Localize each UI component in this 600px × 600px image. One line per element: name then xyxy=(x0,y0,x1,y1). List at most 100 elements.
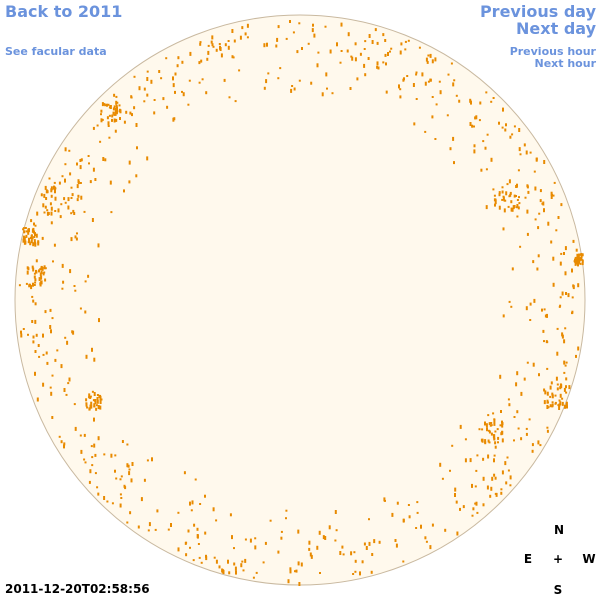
facula xyxy=(65,393,68,396)
facula xyxy=(38,277,41,282)
facula xyxy=(518,147,521,152)
facula xyxy=(426,60,429,64)
facula xyxy=(58,435,61,438)
compass-south: S xyxy=(553,583,563,597)
next-day-link[interactable]: Next day xyxy=(516,19,596,38)
facula xyxy=(44,310,47,314)
facula xyxy=(370,570,373,574)
facula xyxy=(486,427,488,432)
facula xyxy=(581,253,584,257)
facula xyxy=(252,576,255,579)
facula xyxy=(49,325,52,329)
facula xyxy=(384,53,387,57)
facula xyxy=(249,538,252,543)
facula xyxy=(233,562,236,566)
facula xyxy=(494,430,497,433)
facula xyxy=(516,215,519,218)
facula xyxy=(500,488,503,491)
facula xyxy=(551,401,554,404)
facula xyxy=(49,202,52,206)
facula xyxy=(486,133,489,136)
facula xyxy=(563,387,566,392)
facula xyxy=(352,573,355,575)
facula xyxy=(513,125,516,128)
previous-day-link[interactable]: Previous day xyxy=(479,2,596,21)
facula xyxy=(475,469,478,472)
facula xyxy=(146,77,149,81)
facula xyxy=(63,197,66,201)
facula xyxy=(289,20,291,23)
facula xyxy=(485,205,488,210)
facula xyxy=(199,503,202,505)
facula xyxy=(311,28,314,33)
facula xyxy=(42,333,44,338)
facula xyxy=(70,186,73,189)
facula xyxy=(83,433,86,437)
facula xyxy=(88,393,91,398)
facula xyxy=(500,491,503,495)
facula xyxy=(84,310,87,314)
facula xyxy=(371,40,374,44)
facula xyxy=(50,194,53,198)
facula xyxy=(73,403,76,406)
facula xyxy=(513,439,515,442)
facula xyxy=(496,428,499,431)
back-link[interactable]: Back to 2011 xyxy=(5,2,123,21)
facula xyxy=(67,382,70,385)
facula xyxy=(525,432,528,436)
facula xyxy=(475,115,478,120)
facula xyxy=(498,191,501,195)
facula xyxy=(578,253,581,256)
facula xyxy=(580,253,583,258)
facula xyxy=(285,509,288,512)
facula xyxy=(367,57,370,60)
facula xyxy=(146,156,149,161)
facula xyxy=(335,529,338,532)
facula xyxy=(526,232,529,236)
facula xyxy=(93,417,95,422)
facula xyxy=(63,442,66,446)
facula xyxy=(559,386,562,390)
facula xyxy=(481,428,484,431)
facula xyxy=(211,43,214,47)
facula xyxy=(33,239,36,244)
facula xyxy=(363,48,366,50)
facula xyxy=(199,42,202,46)
facula xyxy=(556,387,559,391)
next-hour-link[interactable]: Next hour xyxy=(534,57,597,70)
facular-data-link[interactable]: See facular data xyxy=(5,45,107,58)
facula xyxy=(62,280,65,284)
facula xyxy=(492,188,495,191)
facula xyxy=(146,93,149,97)
facula xyxy=(492,412,495,415)
facula xyxy=(505,481,508,485)
facula xyxy=(172,76,174,81)
facula xyxy=(485,168,488,171)
facula xyxy=(547,401,549,404)
facula xyxy=(32,267,35,272)
facula xyxy=(555,376,558,381)
faculae xyxy=(18,20,584,586)
facula xyxy=(559,393,562,398)
facula xyxy=(385,62,387,66)
facula xyxy=(444,528,447,532)
facula xyxy=(354,42,357,46)
previous-hour-link[interactable]: Previous hour xyxy=(509,45,596,58)
facula xyxy=(215,559,218,564)
facula xyxy=(140,497,143,502)
facula xyxy=(241,560,244,563)
facula xyxy=(110,211,113,214)
facula xyxy=(265,79,268,84)
facula xyxy=(493,437,496,441)
facula xyxy=(75,237,78,241)
facula xyxy=(277,77,280,80)
facula xyxy=(113,105,116,109)
facula xyxy=(44,278,47,282)
facula xyxy=(485,91,488,94)
facula xyxy=(59,215,62,219)
facula xyxy=(376,65,379,69)
facula xyxy=(277,25,280,29)
facula xyxy=(18,284,21,287)
facula xyxy=(33,242,36,245)
facula xyxy=(52,260,54,263)
